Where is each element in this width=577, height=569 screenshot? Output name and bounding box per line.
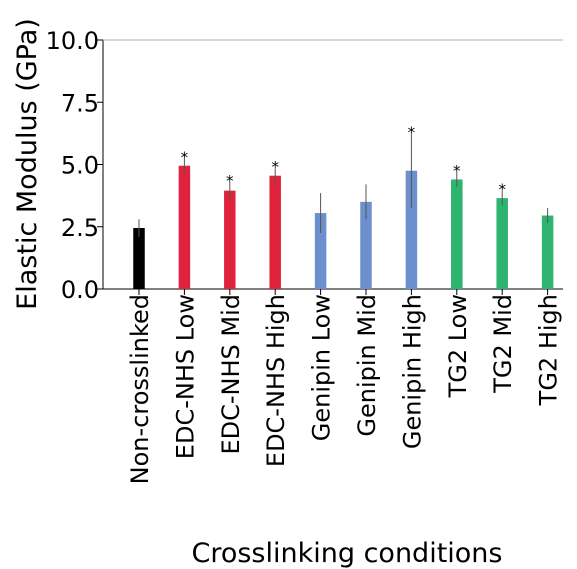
bar bbox=[269, 175, 281, 289]
bar bbox=[405, 170, 418, 289]
y-tick-label: 7.5 bbox=[61, 89, 99, 117]
bar bbox=[224, 190, 236, 289]
x-tick-label: EDC-NHS Low bbox=[171, 294, 199, 459]
y-axis-label: Elastic Modulus (GPa) bbox=[12, 18, 43, 310]
x-tick-label: Non-crosslinked bbox=[126, 294, 154, 484]
error-bars bbox=[138, 133, 549, 237]
x-tick-label: Genipin Mid bbox=[353, 294, 381, 437]
significance-star: * bbox=[408, 123, 416, 141]
bar bbox=[133, 227, 145, 289]
bar bbox=[360, 201, 372, 289]
y-tick-label: 2.5 bbox=[61, 214, 99, 242]
x-tick-label: TG2 Mid bbox=[489, 294, 517, 394]
x-tick-label: EDC-NHS Mid bbox=[217, 294, 245, 455]
bar bbox=[178, 165, 191, 289]
significance-star: * bbox=[453, 162, 461, 180]
x-tick-label: EDC-NHS High bbox=[262, 294, 290, 467]
bar bbox=[314, 213, 327, 289]
x-axis-label: Crosslinking conditions bbox=[191, 538, 502, 569]
y-ticks: 0.0 2.5 5.0 7.5 10.0 bbox=[46, 27, 103, 304]
x-tick-labels: Non-crosslinked EDC-NHS Low EDC-NHS Mid EDC… bbox=[126, 289, 563, 484]
significance-markers: * * * * * * bbox=[181, 123, 507, 198]
x-tick-label: Genipin High bbox=[398, 294, 426, 449]
significance-star: * bbox=[181, 148, 189, 166]
bars bbox=[133, 165, 554, 289]
bar bbox=[451, 179, 463, 289]
x-tick-label: Genipin Low bbox=[308, 294, 336, 441]
bar bbox=[541, 215, 554, 289]
y-tick-label: 5.0 bbox=[61, 152, 99, 180]
bar bbox=[496, 198, 508, 289]
y-tick-label: 0.0 bbox=[61, 276, 99, 304]
significance-star: * bbox=[226, 172, 234, 190]
axes bbox=[102, 39, 563, 290]
significance-star: * bbox=[498, 181, 506, 199]
y-tick-label: 10.0 bbox=[46, 27, 99, 55]
x-tick-label: TG2 High bbox=[535, 294, 563, 406]
significance-star: * bbox=[271, 158, 279, 176]
x-tick-label: TG2 Low bbox=[444, 294, 472, 398]
